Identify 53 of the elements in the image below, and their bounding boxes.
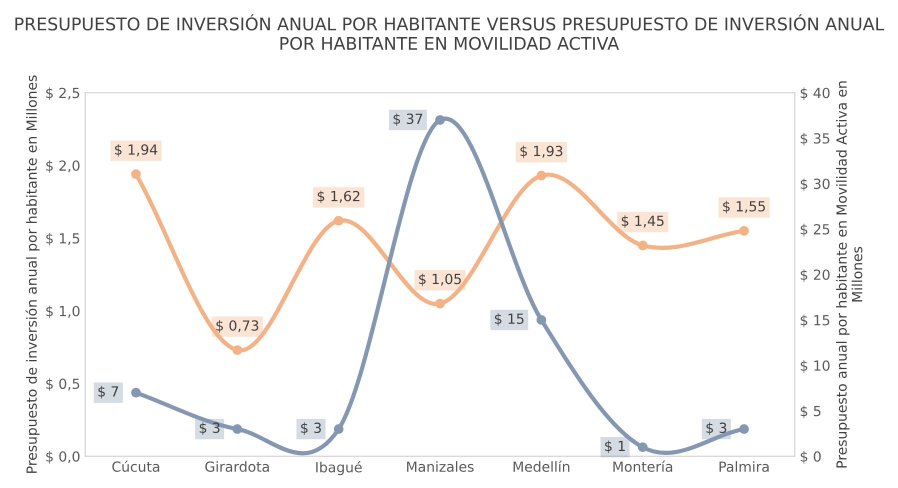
y2-tick-label: $ 30 [800,178,830,191]
data-label: $ 1,45 [622,215,664,228]
x-tick-label: Cúcuta [112,460,160,472]
y-tick-label: $ 0,0 [46,451,80,464]
y2-tick-label: $ 0 [800,451,821,464]
y-tick-label: $ 1,0 [46,306,80,318]
y-tick-label: $ 2,0 [46,160,80,173]
data-label: $ 1,05 [419,273,461,286]
x-tick-label: Ibagué [316,461,362,476]
x-tick-label: Manizales [407,461,474,472]
data-label: $ 1,55 [723,200,765,214]
point [638,240,648,250]
y2-tick-label: $ 40 [800,87,830,100]
point [536,170,546,180]
x-tick-label: Palmira [720,461,769,472]
chart-title: PRESUPUESTO DE INVERSIÓN ANUAL POR HABITANTE VERSUS PRESUPUESTO DE INVERSIÓN ANUAL POR HABITANTE EN MOVILIDAD ACTIVA [15,14,884,50]
y2-tick-label: $ 25 [800,224,830,236]
point [334,216,344,226]
x-tick-label: Girardota [205,461,269,472]
y2-tick-label: $ 15 [800,314,830,328]
y2-tick-label: $ 35 [800,132,830,146]
point [739,424,749,434]
data-label: $ 1,62 [318,190,360,204]
y2-tick-label: $ 20 [800,269,830,282]
y-tick-label: $ 1,5 [46,232,80,246]
point [334,424,344,434]
data-label: $ 0,73 [216,320,258,333]
data-label: $ 1 [605,440,625,454]
data-label: $ 3 [301,422,321,435]
point [131,388,141,398]
data-label: $ 1,94 [115,144,158,157]
y2-tick-label: $ 5 [800,406,820,418]
data-label: $ 3 [706,422,726,435]
point [536,315,546,325]
data-label: $ 37 [394,113,422,126]
point [435,298,445,308]
x-tick-label: Montería [613,460,672,472]
data-label: $ 7 [98,386,118,399]
point [435,115,445,125]
y-tick-label: $ 0,5 [46,378,80,391]
point [232,345,242,355]
point [131,169,141,180]
data-label: $ 3 [200,422,220,435]
y-tick-label: $ 2,5 [46,87,80,100]
y-axis-title: Presupuesto de inversión anual por habitante en Millones [26,75,40,473]
point [739,226,749,236]
data-label: $ 1,93 [520,146,562,158]
data-label: $ 15 [494,313,524,326]
point [638,442,648,452]
y2-tick-label: $ 10 [800,360,830,373]
point [232,424,242,434]
y2-axis-title: Presupuesto anual por habitante en Movilidad Activa en Millones [836,81,862,468]
x-tick-label: Medellín [514,460,570,472]
